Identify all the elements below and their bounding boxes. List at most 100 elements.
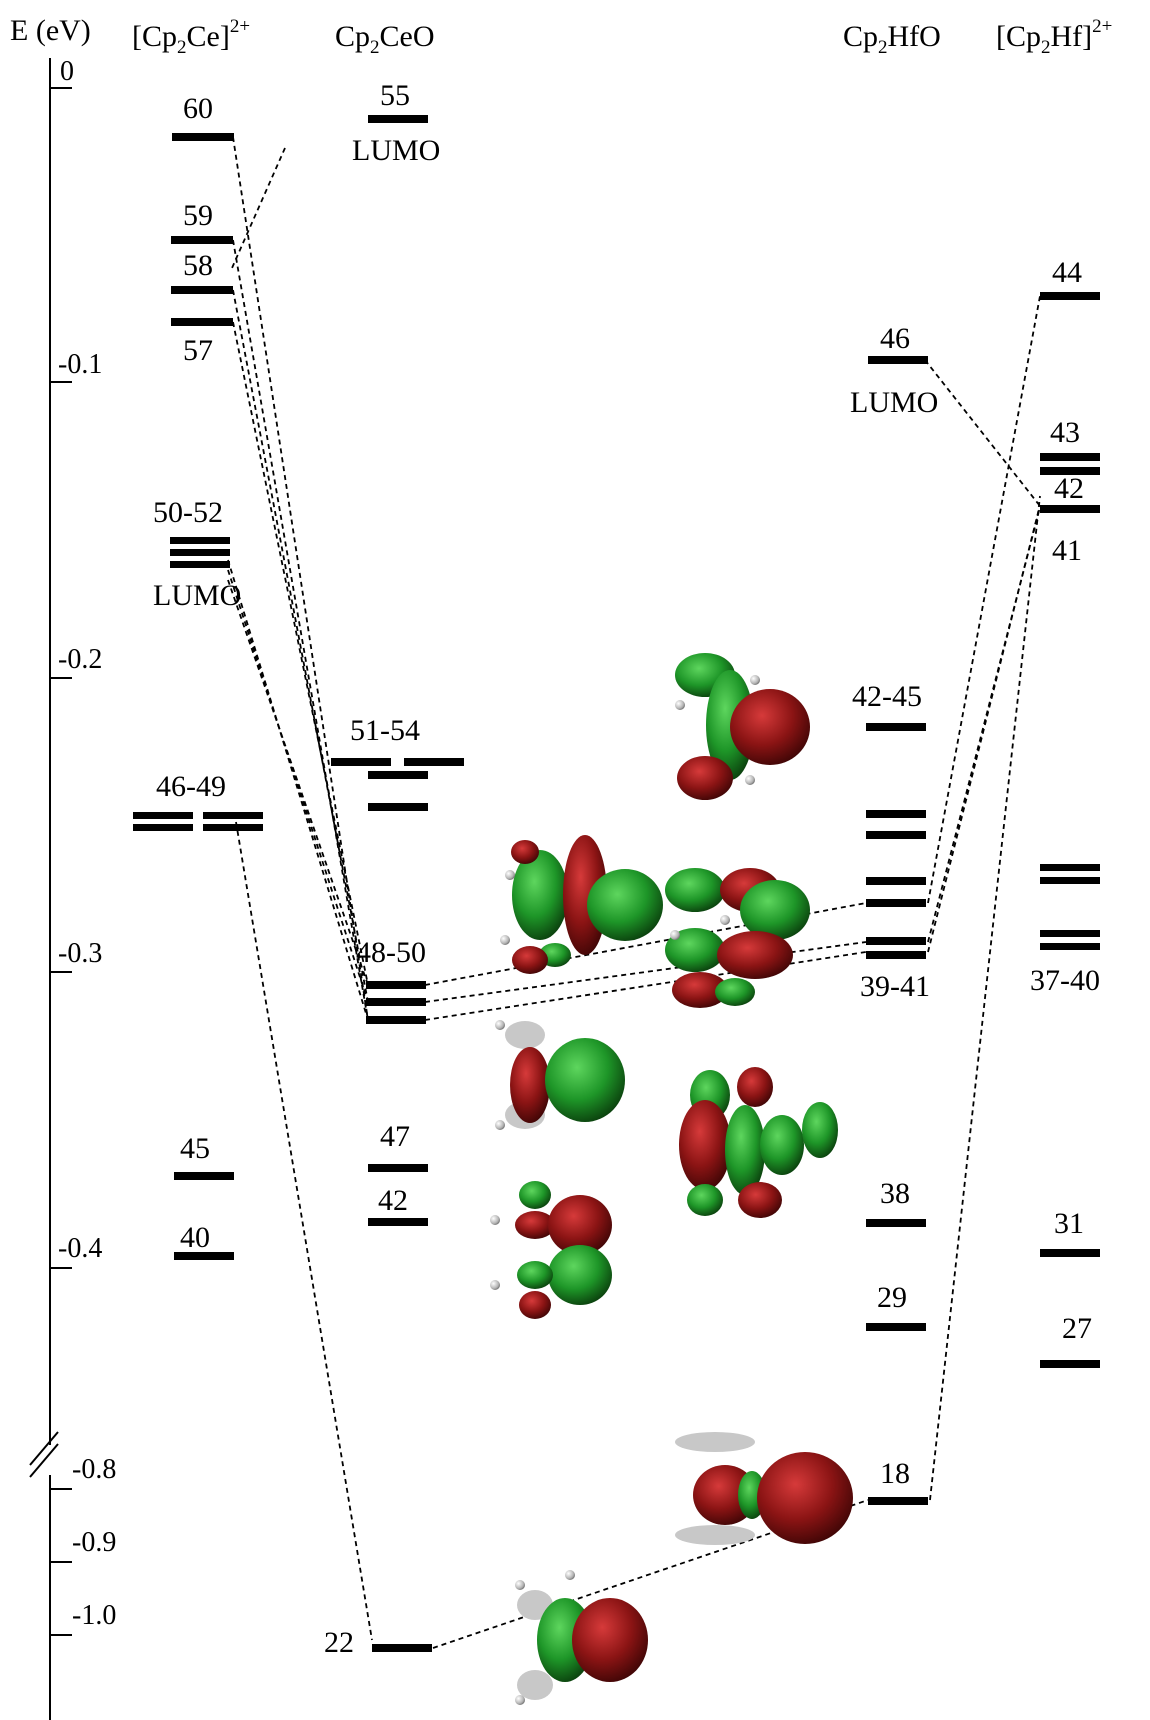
levels-cp2ceo: 55 LUMO 51-54 48-50 47 42 22 — [324, 79, 464, 1659]
energy-level — [203, 812, 263, 819]
energy-level — [171, 236, 233, 244]
level-label: 51-54 — [350, 714, 420, 747]
energy-level — [1040, 864, 1100, 871]
energy-level — [372, 1644, 432, 1652]
energy-level — [170, 549, 230, 556]
energy-level — [866, 810, 926, 818]
lumo-label: LUMO — [850, 386, 938, 419]
energy-level — [174, 1172, 234, 1180]
energy-level — [866, 937, 926, 945]
level-label: 29 — [877, 1281, 907, 1314]
energy-level — [331, 758, 391, 766]
energy-level — [368, 115, 428, 123]
energy-level — [868, 356, 928, 364]
axis-break-mark — [29, 1443, 59, 1478]
lumo-label: LUMO — [352, 134, 440, 167]
energy-level — [366, 998, 426, 1006]
energy-level — [170, 561, 230, 568]
axis-break-mark — [29, 1431, 59, 1466]
level-label: 39-41 — [860, 970, 930, 1003]
axis-tick-label: -0.1 — [58, 349, 102, 380]
level-label: 58 — [183, 249, 213, 282]
energy-level — [1040, 943, 1100, 950]
energy-level — [866, 723, 926, 731]
level-label: 37-40 — [1030, 964, 1100, 997]
orbital-plot-icon — [495, 1020, 625, 1130]
energy-level — [404, 758, 464, 766]
orbital-plot-icon — [490, 1181, 612, 1319]
energy-level — [866, 1323, 926, 1331]
energy-level — [171, 318, 233, 326]
energy-level — [866, 831, 926, 839]
energy-level — [868, 1497, 928, 1505]
level-label: 44 — [1052, 256, 1082, 289]
energy-level — [133, 812, 193, 819]
energy-level — [172, 133, 234, 141]
levels-cp2ce-dication: 60 59 58 57 50-52 LUMO 46-49 45 40 — [133, 92, 263, 1260]
level-label: 43 — [1050, 416, 1080, 449]
orbital-plot-icon — [675, 1432, 853, 1545]
level-label: 59 — [183, 199, 213, 232]
level-label: 60 — [183, 92, 213, 125]
levels-cp2hf-dication: 44 43 42 41 37-40 31 27 — [1030, 256, 1100, 1368]
level-label: 18 — [880, 1457, 910, 1490]
level-label: 45 — [180, 1132, 210, 1165]
energy-level — [203, 824, 263, 831]
level-label: 55 — [380, 79, 410, 112]
energy-level — [368, 771, 428, 779]
energy-level — [1040, 1360, 1100, 1368]
energy-level — [1040, 467, 1100, 475]
energy-level — [1040, 292, 1100, 300]
orbital-plot-icon — [675, 653, 810, 800]
level-label: 41 — [1052, 534, 1082, 567]
level-label: 38 — [880, 1177, 910, 1210]
energy-level — [866, 899, 926, 907]
energy-level — [1040, 1249, 1100, 1257]
energy-level — [1040, 930, 1100, 937]
axis-tick-label: -0.4 — [58, 1233, 102, 1264]
orbital-plot-icon — [500, 835, 663, 974]
orbital-plot-icon — [679, 1067, 838, 1218]
column-header-cp2hf-dication: [Cp2Hf]2+ — [996, 16, 1112, 58]
energy-axis: E (eV) 0 -0.1 -0.2 -0.3 -0.4 -0.8 -0.9 -… — [10, 14, 116, 1720]
orbital-plot-icon — [665, 868, 810, 1008]
level-label: 50-52 — [153, 496, 223, 529]
level-label: 22 — [324, 1626, 354, 1659]
energy-level — [368, 803, 428, 811]
level-label: 46 — [880, 322, 910, 355]
level-label: 42-45 — [852, 680, 922, 713]
axis-tick-label: -0.8 — [72, 1454, 116, 1485]
level-label: 27 — [1062, 1312, 1092, 1345]
energy-level — [170, 537, 230, 544]
level-label: 47 — [380, 1120, 410, 1153]
energy-level — [133, 824, 193, 831]
energy-level — [866, 1219, 926, 1227]
axis-label: E (eV) — [10, 14, 91, 47]
level-label: 46-49 — [156, 770, 226, 803]
energy-level — [366, 981, 426, 989]
axis-tick-label: -0.2 — [58, 644, 102, 675]
level-label: 42 — [1054, 472, 1084, 505]
energy-level — [174, 1252, 234, 1260]
energy-level — [866, 877, 926, 885]
level-label: 57 — [183, 334, 213, 367]
levels-cp2hfo: 46 LUMO 42-45 39-41 38 29 18 — [850, 322, 938, 1505]
energy-level — [366, 1016, 426, 1024]
energy-level — [368, 1218, 428, 1226]
energy-level — [866, 951, 926, 959]
axis-tick-label: -0.3 — [58, 938, 102, 969]
energy-level — [1040, 453, 1100, 461]
column-header-cp2ceo: Cp2CeO — [335, 20, 435, 58]
level-label: 40 — [180, 1221, 210, 1254]
orbital-plot-icon — [515, 1570, 648, 1705]
level-label: 42 — [378, 1184, 408, 1217]
axis-tick-label: 0 — [60, 56, 74, 87]
energy-level — [368, 1164, 428, 1172]
level-label: 31 — [1054, 1207, 1084, 1240]
lumo-label: LUMO — [153, 579, 241, 612]
energy-level — [1040, 877, 1100, 884]
energy-level — [171, 286, 233, 294]
axis-tick-label: -0.9 — [72, 1527, 116, 1558]
column-header-cp2ce-dication: [Cp2Ce]2+ — [132, 16, 250, 58]
